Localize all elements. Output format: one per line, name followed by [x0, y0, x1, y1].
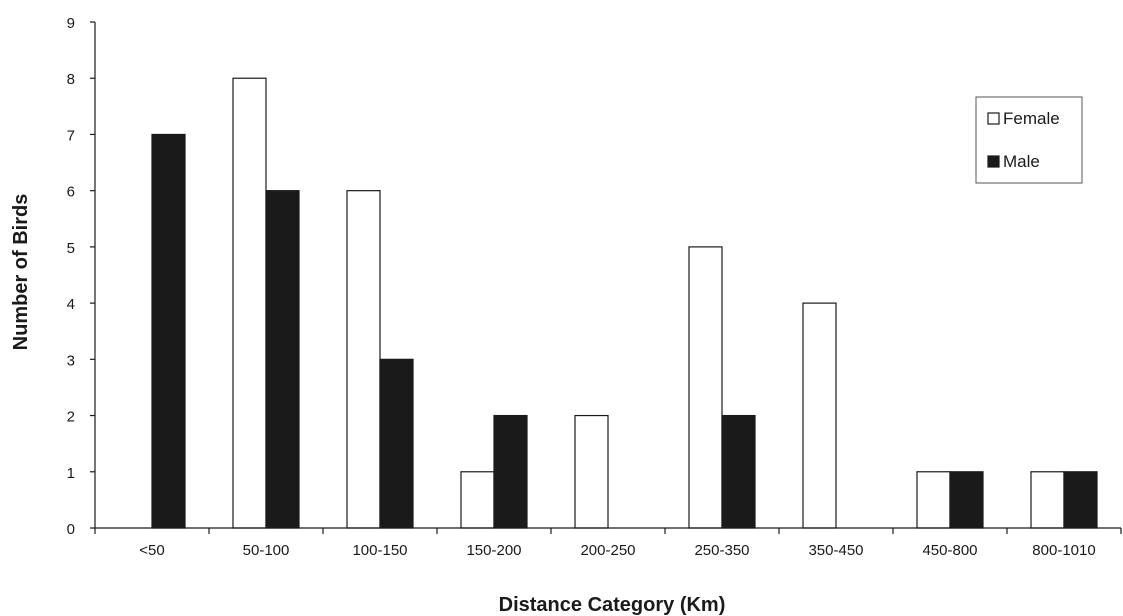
x-tick-label: 250-350 [694, 542, 749, 559]
legend-box [975, 96, 1083, 184]
legend-label-female: Female [1003, 109, 1060, 128]
bar-male [1063, 471, 1098, 529]
y-tick-label: 3 [67, 352, 75, 369]
bar-female [802, 302, 837, 529]
bar-female [346, 190, 381, 529]
bar-male [151, 133, 186, 529]
x-tick-label: 350-450 [808, 542, 863, 559]
bar-female [574, 414, 609, 529]
y-tick-label: 1 [67, 465, 75, 482]
bar-female [688, 246, 723, 529]
y-tick-label: 6 [67, 184, 75, 201]
bars-group [151, 77, 1098, 529]
legend: Female Male [975, 96, 1083, 184]
bar-male [493, 414, 528, 529]
y-axis: 0 1 2 3 4 5 6 7 8 9 [67, 15, 96, 538]
y-tick-label: 4 [67, 296, 75, 313]
bar-female [232, 77, 267, 529]
x-tick-label: 150-200 [466, 542, 521, 559]
x-tick-label: 100-150 [352, 542, 407, 559]
y-tick-label: 0 [67, 521, 75, 538]
bar-female [1030, 471, 1065, 529]
y-tick-label: 2 [67, 409, 75, 426]
x-tick-label: 800-1010 [1032, 542, 1095, 559]
x-axis: <50 50-100 100-150 150-200 200-250 250-350 350… [94, 527, 1122, 559]
legend-swatch-male [987, 155, 1000, 168]
bar-male [721, 414, 756, 529]
y-tick-label: 8 [67, 71, 75, 88]
legend-swatch-female [987, 112, 1000, 125]
x-axis-title: Distance Category (Km) [499, 594, 726, 616]
x-tick-label: 200-250 [580, 542, 635, 559]
y-axis-title: Number of Birds [10, 194, 32, 351]
bar-female [460, 471, 495, 529]
x-tick-label: <50 [139, 542, 164, 559]
bar-male [265, 190, 300, 529]
x-tick-label: 50-100 [243, 542, 290, 559]
legend-label-male: Male [1003, 152, 1040, 171]
bar-female [916, 471, 951, 529]
bar-male [379, 358, 414, 529]
y-tick-label: 7 [67, 127, 75, 144]
y-tick-label: 9 [67, 15, 75, 32]
y-tick-label: 5 [67, 240, 75, 257]
bar-male [949, 471, 984, 529]
x-tick-label: 450-800 [922, 542, 977, 559]
